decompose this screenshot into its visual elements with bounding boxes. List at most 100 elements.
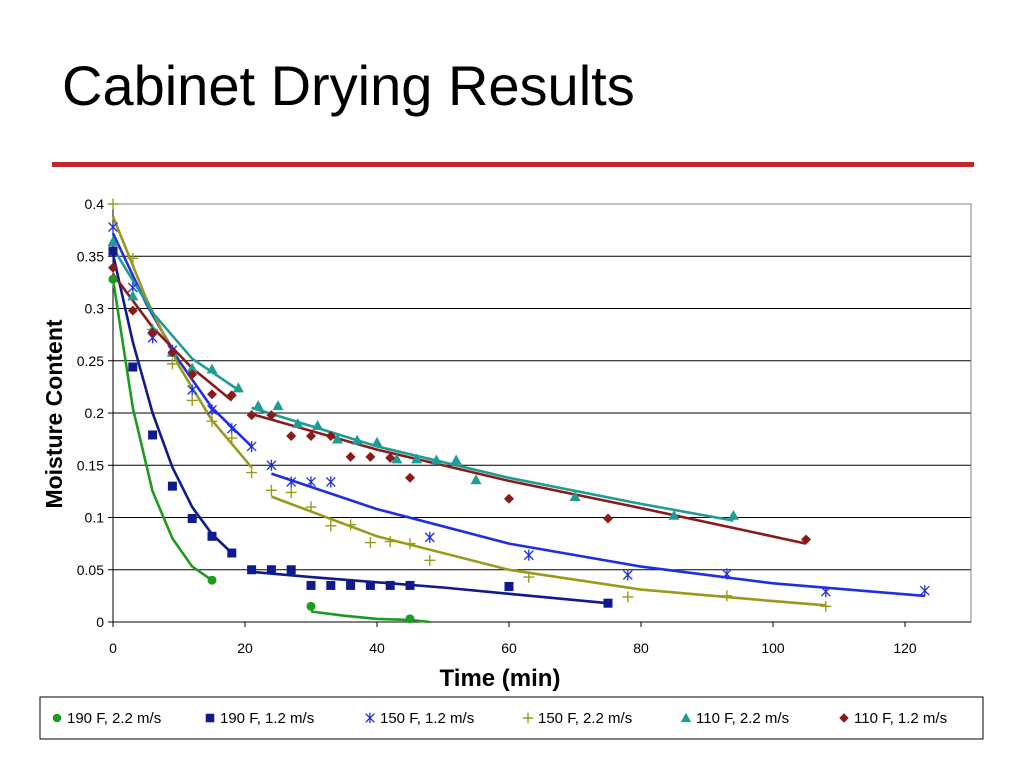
data-point (424, 531, 435, 543)
data-point (206, 363, 218, 374)
trendline (111, 279, 213, 582)
data-point (424, 554, 436, 566)
data-point (226, 432, 238, 444)
data-point (207, 389, 217, 400)
x-tick-label: 100 (761, 640, 785, 656)
data-point (404, 538, 416, 550)
data-point (167, 347, 178, 358)
y-tick-label: 0.1 (85, 510, 105, 526)
data-point (226, 390, 237, 401)
data-point (247, 565, 257, 575)
data-point (246, 410, 257, 421)
data-point (306, 430, 316, 441)
legend-label: 110 F, 1.2 m/s (854, 710, 947, 727)
data-point (450, 454, 462, 465)
data-point (186, 362, 198, 373)
data-point (345, 451, 356, 462)
data-point (147, 327, 158, 338)
y-tick-label: 0.25 (77, 353, 104, 369)
trendline (270, 472, 925, 598)
data-point (346, 580, 356, 590)
x-tick-label: 0 (109, 640, 117, 656)
data-point (305, 501, 317, 513)
data-point (622, 591, 634, 603)
data-point (325, 520, 337, 532)
data-point (721, 568, 732, 580)
data-point (127, 252, 139, 264)
data-point (252, 400, 264, 411)
y-tick-label: 0.35 (77, 248, 104, 264)
y-tick-label: 0.2 (85, 405, 105, 421)
legend-label: 190 F, 1.2 m/s (220, 710, 314, 727)
data-point (246, 440, 257, 452)
data-point (227, 548, 237, 558)
data-point (820, 586, 831, 598)
legend-marker (52, 713, 62, 723)
y-tick-label: 0 (96, 614, 104, 630)
data-point (166, 358, 178, 370)
trendline (111, 247, 240, 392)
data-point (622, 569, 633, 581)
data-point (186, 394, 198, 406)
data-point (266, 410, 277, 421)
data-point (365, 451, 376, 462)
y-tick-label: 0.4 (85, 196, 105, 212)
data-point (286, 476, 297, 488)
data-point (919, 585, 930, 597)
data-point (569, 491, 581, 501)
legend-marker (680, 712, 692, 723)
data-point (206, 415, 218, 427)
trendline (251, 406, 734, 522)
data-markers (107, 198, 930, 624)
legend-marker (365, 712, 375, 724)
trendline (310, 610, 430, 624)
data-point (351, 434, 363, 445)
data-point (345, 519, 357, 531)
data-point (286, 565, 296, 575)
data-point (232, 382, 244, 393)
data-point (107, 198, 119, 210)
legend-box (39, 696, 984, 740)
legend-label: 150 F, 2.2 m/s (538, 710, 632, 727)
data-point (727, 509, 739, 520)
data-point (108, 221, 118, 233)
y-tick-label: 0.3 (85, 301, 105, 317)
data-point (306, 476, 316, 488)
data-point (603, 513, 613, 524)
data-point (108, 274, 118, 284)
data-point (187, 369, 198, 380)
data-point (128, 362, 138, 372)
data-point (523, 549, 534, 561)
data-point (207, 404, 217, 416)
data-point (384, 536, 396, 548)
tick-labels: 0 0.05 0.1 0.15 0.2 0.25 0.3 0.35 0.4 0 20 40 60 80 10… (77, 196, 917, 656)
data-point (187, 384, 198, 396)
legend-label: 190 F, 2.2 m/s (67, 710, 161, 727)
data-point (721, 590, 733, 602)
data-point (504, 493, 514, 504)
data-point (187, 514, 197, 524)
axes (108, 203, 972, 627)
trendlines (111, 216, 925, 624)
data-point (405, 580, 415, 590)
x-tick-label: 20 (237, 640, 253, 656)
data-point (325, 476, 336, 488)
slide-title: Cabinet Drying Results (62, 54, 635, 117)
data-point (306, 580, 316, 590)
data-point (405, 614, 415, 624)
trendline (251, 570, 609, 605)
x-axis-title: Time (min) (440, 665, 561, 692)
legend-marker (522, 712, 534, 724)
legend-label: 110 F, 2.2 m/s (696, 710, 789, 727)
data-point (603, 598, 613, 608)
data-point (306, 601, 316, 611)
trendline (270, 495, 826, 607)
legend-label: 150 F, 1.2 m/s (380, 710, 474, 727)
data-point (364, 537, 376, 549)
data-point (108, 262, 118, 273)
data-point (285, 486, 297, 498)
data-point (265, 484, 277, 496)
data-point (148, 430, 158, 440)
data-point (801, 534, 811, 545)
data-point (272, 400, 284, 411)
